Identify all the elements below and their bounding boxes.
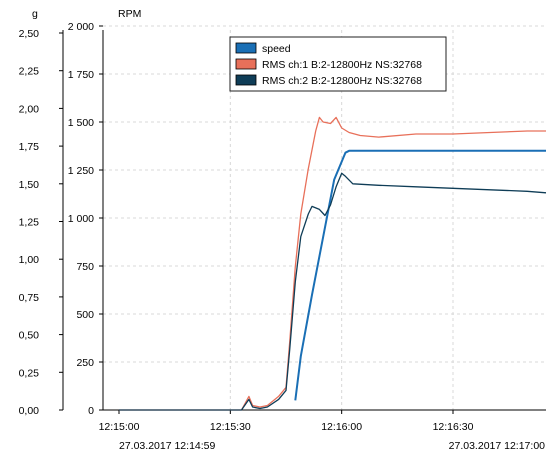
left-tick-label: 2,50 [19,28,40,40]
legend-label: RMS ch:1 B:2-12800Hz NS:32768 [262,59,422,71]
left-tick-label: 0,75 [19,292,40,304]
right-tick-label: 250 [76,357,94,369]
legend-label: speed [262,43,291,55]
right-tick-label: 750 [76,261,94,273]
left-tick-label: 1,25 [19,217,40,229]
axes: g RPM 27.03.2017 12:14:59 27.03.2017 12:… [32,8,546,452]
right-axis-unit: RPM [118,8,141,20]
tick-labels: 2,50 2,25 2,00 1,75 1,50 1,25 1,00 0,75 0,50 0,25… [19,21,474,433]
x-tick-label: 12:15:00 [99,421,140,433]
right-tick-label: 1 750 [68,69,94,81]
legend-box [229,36,447,92]
legend-label: RMS ch:2 B:2-12800Hz NS:32768 [262,75,422,87]
x-start-label: 27.03.2017 12:14:59 [119,440,216,452]
right-tick-label: 0 [88,405,94,417]
right-tick-label: 2 000 [68,21,94,33]
x-tick-label: 12:16:30 [433,421,474,433]
x-end-label: 27.03.2017 12:17:00 [449,440,546,452]
legend-swatch [235,74,257,86]
x-tick-label: 12:16:00 [321,421,362,433]
right-tick-label: 500 [76,309,94,321]
series-line-2 [119,116,546,411]
right-tick-label: 1 000 [68,213,94,225]
left-tick-label: 2,00 [19,103,40,115]
right-tick-label: 1 500 [68,117,94,129]
series-line-1 [294,149,546,401]
legend-swatch [235,42,257,54]
series-lines [119,116,547,411]
grid-lines [103,25,546,410]
right-tick-label: 1 250 [68,165,94,177]
x-tick-label: 12:15:30 [210,421,251,433]
left-tick-label: 0,50 [19,330,40,342]
series-line-3 [119,172,547,411]
left-tick-label: 0,25 [19,367,40,379]
left-tick-label: 1,75 [19,141,40,153]
left-tick-label: 0,00 [19,405,40,417]
left-tick-label: 1,00 [19,254,40,266]
left-tick-label: 1,50 [19,179,40,191]
left-tick-label: 2,25 [19,66,40,78]
legend-swatch [235,58,257,70]
left-axis-unit: g [32,8,38,20]
legend: speed RMS ch:1 B:2-12800Hz NS:32768 RMS ch… [229,36,447,92]
